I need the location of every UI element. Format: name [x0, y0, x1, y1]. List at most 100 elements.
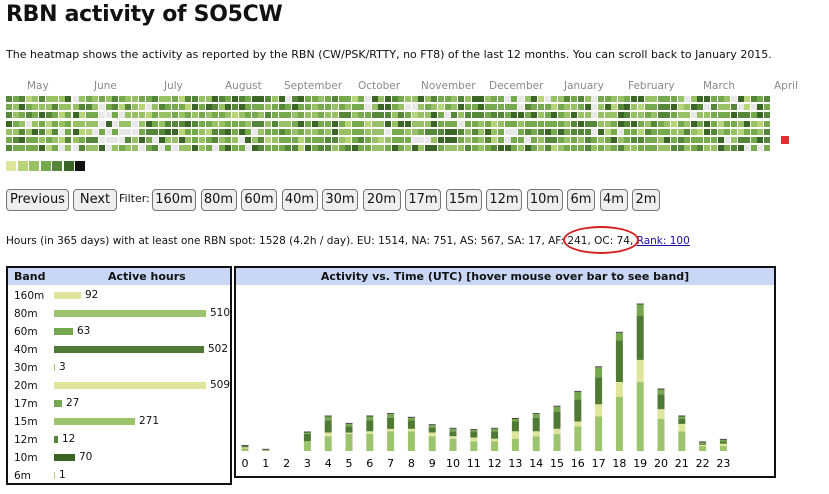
heatmap-cell[interactable]	[85, 120, 92, 127]
heatmap-cell[interactable]	[318, 137, 325, 143]
heatmap-cell[interactable]	[378, 145, 385, 152]
heatmap-cell[interactable]	[198, 137, 205, 143]
heatmap-cell[interactable]	[497, 96, 504, 102]
heatmap-cell[interactable]	[305, 145, 311, 152]
heatmap-cell[interactable]	[165, 128, 172, 135]
heatmap-cell[interactable]	[491, 128, 498, 135]
heatmap-cell[interactable]	[571, 120, 577, 127]
hour-bar-segment[interactable]	[678, 431, 686, 451]
heatmap-cell[interactable]	[657, 112, 664, 119]
filter-button-20m[interactable]: 20m	[362, 189, 401, 211]
heatmap-cell[interactable]	[630, 137, 637, 143]
heatmap-cell[interactable]	[664, 112, 671, 119]
heatmap-cell[interactable]	[531, 137, 538, 143]
heatmap-cell[interactable]	[630, 96, 637, 102]
heatmap-cell[interactable]	[118, 137, 125, 143]
heatmap-cell[interactable]	[205, 112, 212, 119]
heatmap-cell[interactable]	[458, 104, 465, 111]
heatmap-cell[interactable]	[265, 120, 272, 127]
heatmap-cell[interactable]	[118, 128, 125, 135]
heatmap-cell[interactable]	[272, 96, 278, 102]
heatmap-cell[interactable]	[371, 128, 378, 135]
heatmap-cell[interactable]	[311, 137, 318, 143]
heatmap-cell[interactable]	[191, 137, 198, 143]
filter-button-12m[interactable]: 12m	[486, 189, 522, 211]
heatmap-cell[interactable]	[139, 120, 145, 127]
heatmap-cell[interactable]	[79, 120, 86, 127]
heatmap-cell[interactable]	[584, 112, 591, 119]
heatmap-cell[interactable]	[45, 145, 52, 152]
heatmap-cell[interactable]	[737, 137, 744, 143]
heatmap-cell[interactable]	[191, 112, 198, 119]
hour-bar-segment[interactable]	[511, 419, 519, 422]
heatmap-cell[interactable]	[704, 137, 710, 143]
heatmap-cell[interactable]	[571, 104, 577, 111]
heatmap-cell[interactable]	[424, 145, 431, 152]
heatmap-cell[interactable]	[531, 112, 538, 119]
heatmap-cell[interactable]	[597, 120, 604, 127]
heatmap-cell[interactable]	[145, 112, 152, 119]
heatmap-cell[interactable]	[285, 104, 292, 111]
heatmap-cell[interactable]	[597, 145, 604, 152]
heatmap-cell[interactable]	[351, 120, 358, 127]
heatmap-cell[interactable]	[491, 137, 498, 143]
heatmap-cell[interactable]	[325, 112, 332, 119]
heatmap-cell[interactable]	[351, 96, 358, 102]
heatmap-cell[interactable]	[624, 145, 631, 152]
heatmap-cell[interactable]	[298, 137, 305, 143]
heatmap-cell[interactable]	[744, 104, 751, 111]
heatmap-cell[interactable]	[531, 120, 538, 127]
hour-bar-segment[interactable]	[303, 441, 311, 451]
heatmap-cell[interactable]	[258, 104, 265, 111]
heatmap-cell[interactable]	[471, 96, 478, 102]
heatmap-cell[interactable]	[79, 112, 86, 119]
heatmap-cell[interactable]	[139, 128, 145, 135]
heatmap-cell[interactable]	[152, 120, 159, 127]
hour-bar-segment[interactable]	[553, 411, 561, 429]
heatmap-cell[interactable]	[125, 137, 132, 143]
heatmap-cell[interactable]	[637, 104, 644, 111]
heatmap-cell[interactable]	[205, 137, 212, 143]
heatmap-cell[interactable]	[305, 112, 311, 119]
heatmap-cell[interactable]	[178, 137, 185, 143]
hour-bar-segment[interactable]	[428, 432, 436, 437]
heatmap-cell[interactable]	[265, 137, 272, 143]
heatmap-cell[interactable]	[630, 104, 637, 111]
heatmap-cell[interactable]	[538, 137, 544, 143]
heatmap-cell[interactable]	[152, 145, 159, 152]
heatmap-cell[interactable]	[518, 112, 525, 119]
heatmap-cell[interactable]	[504, 120, 511, 127]
heatmap-cell[interactable]	[318, 120, 325, 127]
heatmap-cell[interactable]	[251, 128, 258, 135]
hour-bar-segment[interactable]	[532, 414, 540, 418]
heatmap-cell[interactable]	[584, 104, 591, 111]
heatmap-cell[interactable]	[325, 104, 332, 111]
filter-button-2m[interactable]: 2m	[632, 189, 660, 211]
heatmap-cell[interactable]	[391, 104, 398, 111]
heatmap-cell[interactable]	[711, 104, 718, 111]
heatmap-cell[interactable]	[644, 145, 651, 152]
heatmap-cell[interactable]	[318, 104, 325, 111]
heatmap-cell[interactable]	[744, 112, 751, 119]
heatmap-cell[interactable]	[524, 96, 531, 102]
heatmap-cell[interactable]	[444, 120, 451, 127]
heatmap-cell[interactable]	[591, 96, 598, 102]
heatmap-cell[interactable]	[750, 137, 757, 143]
heatmap-cell[interactable]	[125, 120, 132, 127]
heatmap-cell[interactable]	[25, 128, 32, 135]
heatmap-cell[interactable]	[497, 112, 504, 119]
heatmap-cell[interactable]	[384, 96, 391, 102]
heatmap-cell[interactable]	[298, 128, 305, 135]
heatmap-cell[interactable]	[458, 137, 465, 143]
hour-bar-segment[interactable]	[657, 409, 665, 419]
heatmap-cell[interactable]	[305, 137, 311, 143]
heatmap-cell[interactable]	[364, 128, 371, 135]
heatmap-cell[interactable]	[711, 137, 718, 143]
heatmap-cell[interactable]	[524, 112, 531, 119]
heatmap-cell[interactable]	[757, 120, 764, 127]
heatmap-cell[interactable]	[444, 104, 451, 111]
heatmap-cell[interactable]	[178, 112, 185, 119]
heatmap-cell[interactable]	[331, 96, 338, 102]
heatmap-cell[interactable]	[491, 96, 498, 102]
heatmap-cell[interactable]	[664, 96, 671, 102]
